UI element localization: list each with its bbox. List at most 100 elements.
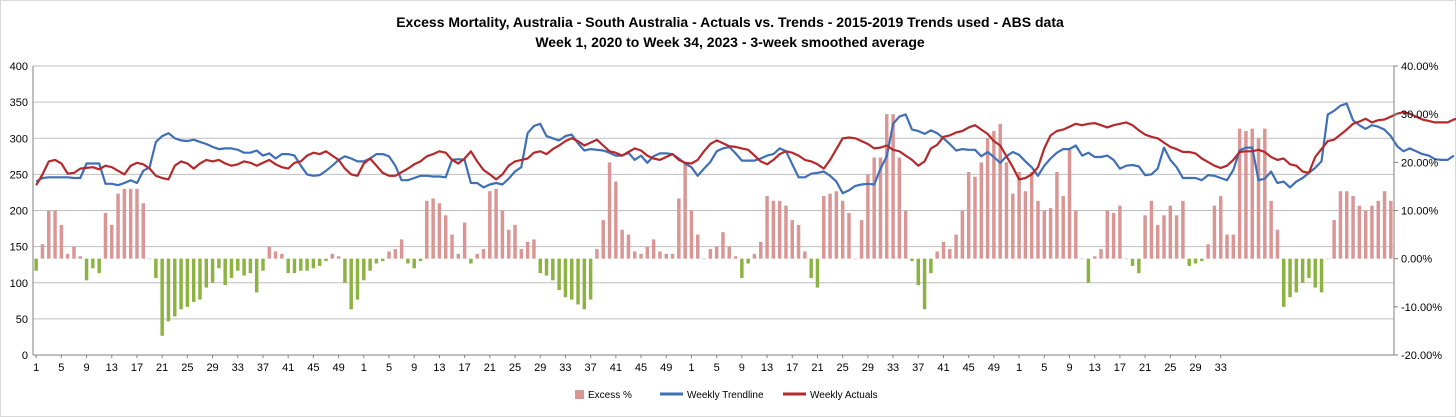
right-axis-tick-label: -20.00% xyxy=(1401,350,1442,362)
legend-label-trendline: Weekly Trendline xyxy=(687,390,764,401)
excess-bar xyxy=(160,259,163,336)
excess-bar xyxy=(1345,191,1348,258)
excess-bar xyxy=(841,201,844,259)
excess-bar xyxy=(154,259,157,278)
excess-bar xyxy=(986,138,989,258)
excess-bar xyxy=(1301,259,1304,283)
excess-bar xyxy=(545,259,548,276)
excess-bar xyxy=(854,259,857,260)
excess-bar xyxy=(1131,259,1134,266)
excess-bar xyxy=(872,158,875,259)
x-axis-tick-label: 33 xyxy=(559,362,571,374)
excess-bar xyxy=(475,254,478,259)
excess-bar xyxy=(85,259,88,281)
excess-bar xyxy=(1194,259,1197,264)
excess-bar xyxy=(513,225,516,259)
excess-bar xyxy=(463,223,466,259)
excess-bar xyxy=(1225,235,1228,259)
excess-bar xyxy=(286,259,289,273)
excess-bar xyxy=(728,247,731,259)
right-axis-tick-label: 40.00% xyxy=(1401,61,1439,73)
excess-bar xyxy=(394,249,397,259)
excess-bar xyxy=(753,254,756,259)
excess-bar xyxy=(501,211,504,259)
excess-bar xyxy=(557,259,560,290)
excess-bar xyxy=(173,259,176,317)
excess-bar xyxy=(652,239,655,258)
x-axis-tick-label: 33 xyxy=(232,362,244,374)
excess-bar xyxy=(992,131,995,259)
excess-bar xyxy=(198,259,201,300)
excess-bar xyxy=(633,251,636,258)
excess-bar xyxy=(1162,215,1165,258)
x-axis-tick-label: 29 xyxy=(1189,362,1201,374)
x-axis-tick-label: 13 xyxy=(761,362,773,374)
excess-bar xyxy=(318,259,321,266)
excess-bar xyxy=(356,259,359,300)
excess-bar xyxy=(935,251,938,258)
x-axis-tick-label: 1 xyxy=(33,362,39,374)
excess-bar xyxy=(1326,259,1329,260)
excess-bar xyxy=(885,114,888,259)
excess-bar xyxy=(387,251,390,258)
excess-bar xyxy=(715,247,718,259)
excess-bar xyxy=(104,213,107,259)
excess-bar xyxy=(816,259,819,288)
excess-bar xyxy=(576,259,579,305)
x-axis-tick-label: 5 xyxy=(1041,362,1047,374)
excess-bar xyxy=(1206,244,1209,258)
excess-bar xyxy=(702,259,705,260)
excess-bar xyxy=(1307,259,1310,278)
x-axis-tick-label: 1 xyxy=(361,362,367,374)
x-axis-tick-label: 17 xyxy=(786,362,798,374)
right-axis-tick-label: 30.00% xyxy=(1401,109,1439,121)
excess-bar xyxy=(186,259,189,307)
excess-bar xyxy=(696,235,699,259)
excess-bar xyxy=(595,249,598,259)
x-axis-tick-label: 33 xyxy=(1215,362,1227,374)
x-axis-tick-label: 5 xyxy=(714,362,720,374)
excess-bar xyxy=(469,259,472,264)
excess-bar xyxy=(1106,211,1109,259)
left-axis-tick-label: 400 xyxy=(10,61,28,73)
x-axis-tick-label: 41 xyxy=(610,362,622,374)
legend-label-excess: Excess % xyxy=(588,390,632,401)
excess-bar xyxy=(217,259,220,269)
excess-bar xyxy=(60,225,63,259)
x-axis-tick-label: 5 xyxy=(386,362,392,374)
excess-bar xyxy=(614,182,617,259)
excess-bar xyxy=(1068,148,1071,259)
excess-bar xyxy=(482,249,485,259)
excess-bar xyxy=(1263,129,1266,259)
excess-bar xyxy=(375,259,378,264)
excess-bar xyxy=(942,242,945,259)
left-axis-tick-label: 350 xyxy=(10,97,28,109)
excess-bar xyxy=(1143,215,1146,258)
excess-bar xyxy=(135,189,138,259)
excess-bar xyxy=(34,259,37,271)
x-axis-tick-label: 17 xyxy=(458,362,470,374)
left-axis-tick-label: 100 xyxy=(10,278,28,290)
x-axis-tick-label: 21 xyxy=(484,362,496,374)
chart-frame xyxy=(1,1,1456,417)
excess-bar xyxy=(1332,220,1335,259)
excess-bar xyxy=(41,244,44,258)
x-axis-tick-label: 45 xyxy=(307,362,319,374)
excess-bar xyxy=(116,194,119,259)
excess-bar xyxy=(255,259,258,293)
excess-bar xyxy=(1036,201,1039,259)
excess-bar xyxy=(1351,196,1354,259)
excess-bar xyxy=(1257,138,1260,258)
x-axis-tick-label: 45 xyxy=(963,362,975,374)
excess-bar xyxy=(639,254,642,259)
excess-bar xyxy=(400,239,403,258)
excess-bar xyxy=(746,259,749,264)
excess-bar xyxy=(532,239,535,258)
excess-bar xyxy=(602,220,605,259)
excess-bar xyxy=(1383,191,1386,258)
excess-bar xyxy=(1200,259,1203,261)
excess-bar xyxy=(1238,129,1241,259)
excess-bar xyxy=(980,162,983,258)
excess-bar xyxy=(948,249,951,259)
excess-bar xyxy=(1269,201,1272,259)
